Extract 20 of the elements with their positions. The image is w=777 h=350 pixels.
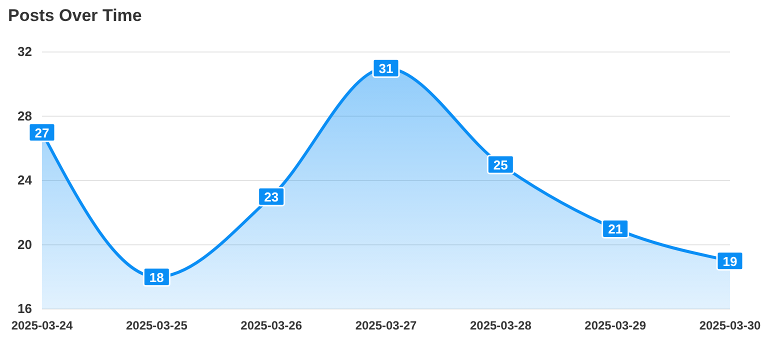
- data-label: 31: [378, 61, 394, 76]
- data-label: 19: [722, 254, 738, 269]
- x-tick-label: 2025-03-29: [584, 318, 646, 333]
- y-tick-label: 24: [18, 172, 33, 188]
- y-tick-label: 28: [18, 108, 32, 124]
- x-tick-label: 2025-03-27: [355, 318, 418, 333]
- y-tick-label: 32: [18, 44, 32, 60]
- data-label: 18: [149, 270, 164, 285]
- x-tick-label: 2025-03-28: [470, 318, 532, 333]
- y-tick-label: 20: [18, 236, 32, 252]
- data-label: 27: [34, 125, 50, 140]
- x-tick-label: 2025-03-24: [11, 318, 74, 333]
- data-label: 25: [493, 157, 508, 172]
- data-label: 21: [608, 222, 623, 237]
- y-tick-label: 16: [18, 301, 32, 316]
- x-tick-label: 2025-03-25: [126, 318, 188, 333]
- chart-title: Posts Over Time: [8, 6, 142, 25]
- data-label: 23: [264, 190, 279, 205]
- x-tick-label: 2025-03-30: [699, 318, 762, 333]
- x-tick-label: 2025-03-26: [240, 318, 302, 333]
